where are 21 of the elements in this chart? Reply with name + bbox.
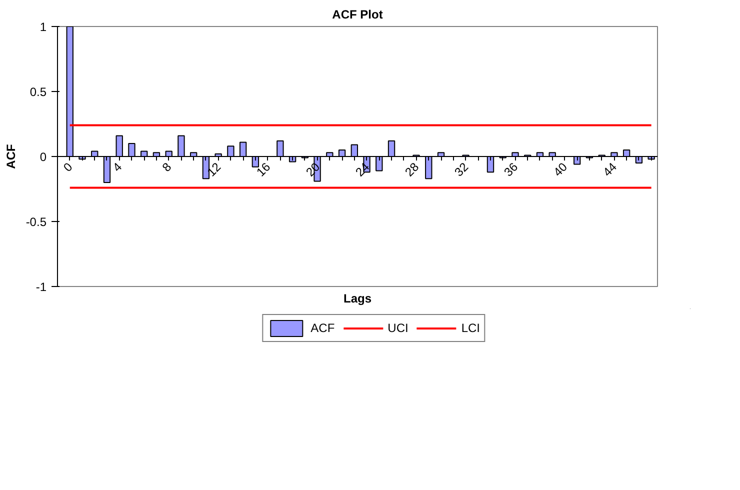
y-tick-label: 0.5 [30,85,47,99]
y-tick-label: -1 [36,280,47,294]
x-tick-label: 44 [600,160,620,180]
x-tick-label: 40 [550,160,570,180]
legend-label: ACF [310,321,335,335]
x-tick-label: 12 [204,160,224,180]
x-tick-label: 0 [60,160,76,175]
legend-label: UCI [388,321,408,335]
x-tick-label: 16 [254,160,274,180]
x-tick-label: 28 [402,160,422,180]
x-tick-label: 4 [110,160,125,175]
y-tick-label: 1 [40,20,47,34]
y-axis-title: ACF [4,144,18,169]
x-tick-label: 8 [160,160,174,175]
legend-label: LCI [461,321,482,335]
y-tick-label: -0.5 [26,215,47,229]
x-tick-label: 32 [452,160,472,180]
x-axis-title: Lags [343,292,372,306]
x-tick-label: 36 [501,160,521,180]
chart-title: ACF Plot [332,8,383,22]
y-tick-label: 0 [40,150,47,164]
